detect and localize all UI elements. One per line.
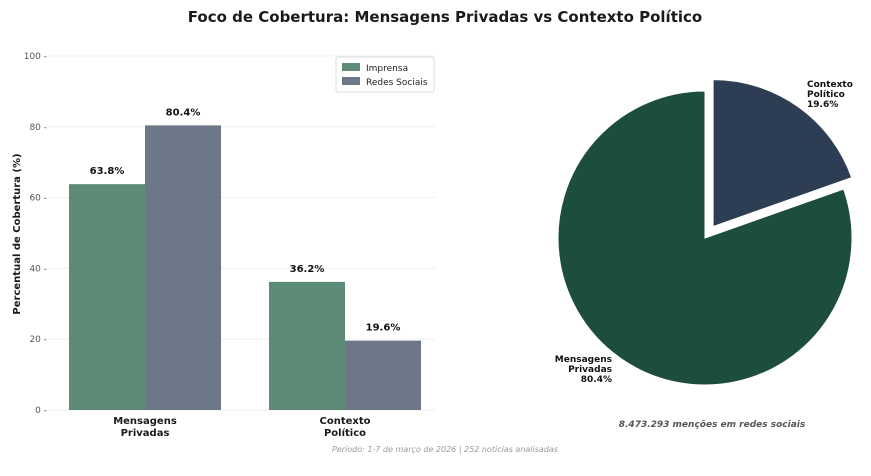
legend-swatch (342, 77, 360, 85)
y-tick-label: 40 - (29, 264, 47, 274)
legend-box (335, 56, 435, 93)
bar-value-label: 19.6% (366, 323, 401, 334)
pie-label: 19.6% (807, 100, 838, 110)
bar (269, 281, 345, 410)
bar (145, 125, 221, 410)
pie-slices (557, 79, 853, 386)
y-axis-label: Percentual de Cobertura (%) (12, 153, 23, 314)
pie-label: Contexto (807, 80, 853, 90)
category-label: Político (324, 427, 366, 439)
legend-label: Redes Sociais (366, 78, 428, 88)
pie-label: Privadas (568, 365, 612, 375)
bar-chart: 0 - 20 - 40 - 60 - 80 - 100 - Percentual de C… (12, 52, 435, 439)
pie-note: 8.473.293 menções em redes sociais (619, 420, 806, 430)
legend-swatch (342, 63, 360, 71)
category-label: Mensagens (113, 416, 177, 427)
pie-label: 80.4% (581, 375, 612, 385)
y-tick-label: 80 - (29, 123, 47, 133)
bar-value-label: 63.8% (90, 166, 125, 177)
bars: 63.8% 36.2% 80.4% 19.6% (69, 107, 421, 410)
pie-label: Mensagens (555, 355, 612, 365)
y-tick-label: 0 - (35, 406, 47, 416)
category-label: Privadas (121, 428, 170, 439)
y-tick-label: 100 - (24, 52, 47, 62)
bar-value-label: 36.2% (290, 264, 325, 275)
y-tick-label: 60 - (29, 194, 47, 204)
pie-slice (712, 79, 853, 228)
bar (69, 184, 145, 410)
y-axis: 0 - 20 - 40 - 60 - 80 - 100 - (24, 52, 47, 416)
pie-slice (557, 90, 853, 386)
footer-note: Período: 1-7 de março de 2026 | 252 notí… (332, 445, 558, 454)
bar-value-label: 80.4% (166, 107, 201, 118)
y-tick-label: 20 - (29, 335, 47, 345)
legend: Imprensa Redes Sociais (335, 56, 435, 93)
bar (345, 340, 421, 410)
chart-title: Foco de Cobertura: Mensagens Privadas vs… (188, 8, 702, 26)
category-label: Contexto (320, 416, 371, 427)
pie-label: Político (807, 90, 845, 100)
legend-label: Imprensa (366, 64, 408, 74)
